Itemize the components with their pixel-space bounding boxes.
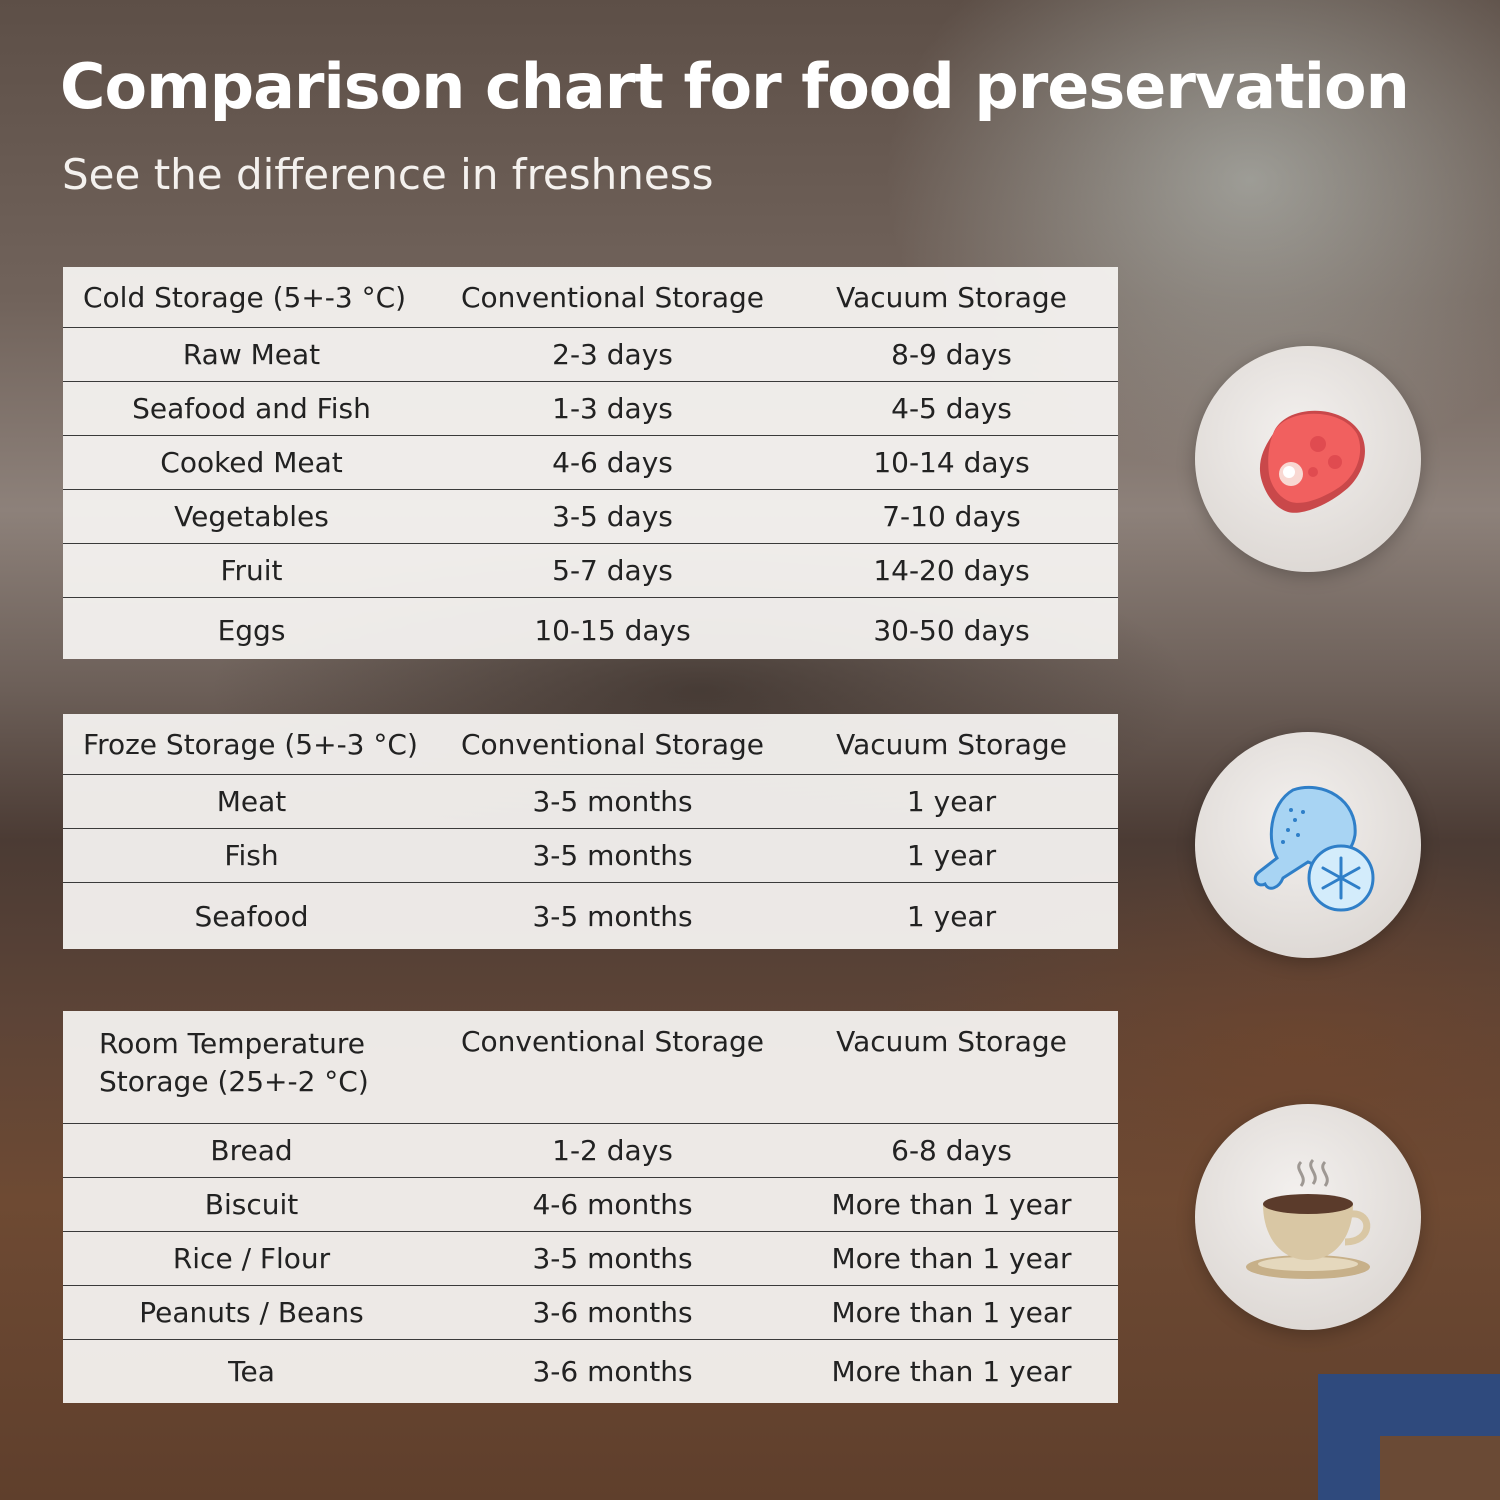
conventional-cell: 3-5 months: [532, 899, 693, 933]
vacuum-cell: More than 1 year: [831, 1242, 1072, 1275]
page-title: Comparison chart for food preservation: [60, 50, 1410, 123]
header-category: Room Temperature Storage (25+-2 °C): [99, 1027, 369, 1098]
food-cell: Seafood: [194, 899, 309, 933]
header-category: Froze Storage (5+-3 °C): [83, 727, 418, 761]
table-row: Meat 3-5 months 1 year: [63, 775, 1118, 829]
food-cell: Fish: [224, 839, 279, 872]
vacuum-cell: 10-14 days: [873, 446, 1030, 479]
food-cell: Tea: [228, 1355, 275, 1388]
frozen-drumstick-icon: [1195, 732, 1421, 958]
food-cell: Biscuit: [204, 1188, 299, 1221]
vacuum-cell: 1 year: [906, 785, 997, 818]
frozen-storage-table: Froze Storage (5+-3 °C) Conventional Sto…: [63, 714, 1118, 949]
vacuum-cell: 4-5 days: [891, 392, 1012, 425]
table-row: Cooked Meat 4-6 days 10-14 days: [63, 436, 1118, 490]
food-cell: Seafood and Fish: [132, 392, 371, 425]
table-row: Seafood and Fish 1-3 days 4-5 days: [63, 382, 1118, 436]
food-cell: Vegetables: [174, 500, 329, 533]
page-subtitle: See the difference in freshness: [62, 150, 714, 199]
table-row: Raw Meat 2-3 days 8-9 days: [63, 328, 1118, 382]
conventional-cell: 3-5 months: [532, 839, 693, 872]
conventional-cell: 10-15 days: [534, 613, 691, 647]
hot-tea-cup-icon: [1195, 1104, 1421, 1330]
header-conventional: Conventional Storage: [461, 727, 764, 761]
vacuum-cell: More than 1 year: [831, 1296, 1072, 1329]
cold-storage-table: Cold Storage (5+-3 °C) Conventional Stor…: [63, 267, 1118, 659]
conventional-cell: 1-3 days: [552, 392, 673, 425]
table-header: Cold Storage (5+-3 °C) Conventional Stor…: [63, 267, 1118, 328]
food-cell: Meat: [216, 785, 287, 818]
meat-steak-icon: [1195, 346, 1421, 572]
conventional-cell: 3-5 months: [532, 1242, 693, 1275]
vacuum-cell: 1 year: [906, 839, 997, 872]
conventional-cell: 4-6 days: [552, 446, 673, 479]
food-cell: Cooked Meat: [160, 446, 343, 479]
header-conventional: Conventional Storage: [461, 280, 764, 314]
vacuum-cell: 7-10 days: [882, 500, 1021, 533]
food-cell: Peanuts / Beans: [139, 1296, 364, 1329]
vacuum-cell: More than 1 year: [831, 1355, 1072, 1388]
table-row: Vegetables 3-5 days 7-10 days: [63, 490, 1118, 544]
food-cell: Bread: [210, 1134, 293, 1167]
header-conventional: Conventional Storage: [461, 1025, 764, 1058]
conventional-cell: 3-5 months: [532, 785, 693, 818]
conventional-cell: 1-2 days: [552, 1134, 673, 1167]
corner-accent-inner: [1380, 1436, 1500, 1500]
vacuum-cell: 30-50 days: [873, 613, 1030, 647]
table-row: Fish 3-5 months 1 year: [63, 829, 1118, 883]
header-vacuum: Vacuum Storage: [836, 727, 1067, 761]
table-row: Peanuts / Beans 3-6 months More than 1 y…: [63, 1286, 1118, 1340]
table-header: Froze Storage (5+-3 °C) Conventional Sto…: [63, 714, 1118, 775]
food-cell: Eggs: [217, 613, 286, 647]
table-header: Room Temperature Storage (25+-2 °C) Conv…: [63, 1011, 1118, 1124]
food-cell: Fruit: [220, 554, 283, 587]
table-row: Rice / Flour 3-5 months More than 1 year: [63, 1232, 1118, 1286]
vacuum-cell: 6-8 days: [891, 1134, 1012, 1167]
food-cell: Rice / Flour: [172, 1242, 331, 1275]
table-row: Bread 1-2 days 6-8 days: [63, 1124, 1118, 1178]
conventional-cell: 4-6 months: [532, 1188, 693, 1221]
vacuum-cell: More than 1 year: [831, 1188, 1072, 1221]
table-row: Tea 3-6 months More than 1 year: [63, 1340, 1118, 1403]
conventional-cell: 2-3 days: [552, 338, 673, 371]
conventional-cell: 3-6 months: [532, 1355, 693, 1388]
table-row: Seafood 3-5 months 1 year: [63, 883, 1118, 949]
food-cell: Raw Meat: [182, 338, 321, 371]
header-category: Cold Storage (5+-3 °C): [83, 280, 407, 314]
table-row: Biscuit 4-6 months More than 1 year: [63, 1178, 1118, 1232]
conventional-cell: 3-6 months: [532, 1296, 693, 1329]
vacuum-cell: 8-9 days: [891, 338, 1012, 371]
conventional-cell: 5-7 days: [552, 554, 673, 587]
header-vacuum: Vacuum Storage: [836, 1025, 1067, 1058]
vacuum-cell: 1 year: [906, 899, 997, 933]
table-row: Eggs 10-15 days 30-50 days: [63, 598, 1118, 662]
table-row: Fruit 5-7 days 14-20 days: [63, 544, 1118, 598]
room-temperature-storage-table: Room Temperature Storage (25+-2 °C) Conv…: [63, 1011, 1118, 1403]
conventional-cell: 3-5 days: [552, 500, 673, 533]
vacuum-cell: 14-20 days: [873, 554, 1030, 587]
header-vacuum: Vacuum Storage: [836, 280, 1067, 314]
